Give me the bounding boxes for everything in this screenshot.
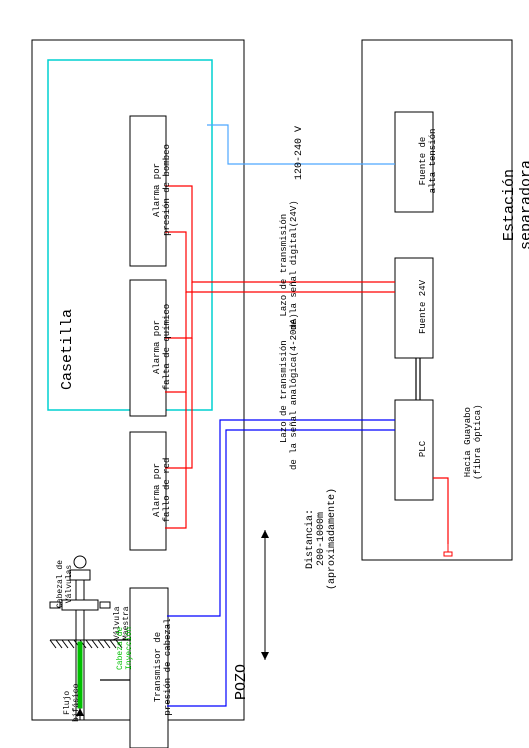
label-cabeza_iny: Cabeza de Inyección: [117, 627, 135, 670]
label-flujo: Flujo bifásico: [64, 684, 82, 722]
label-lazo_ana: Lazo de transmisión de la señal analógic…: [280, 313, 300, 470]
estacion-label: Estación separadora (SATÉLITE): [502, 160, 529, 250]
label-l120v: 120-240 V: [294, 126, 305, 180]
alarm3-label: Alarma por fallo de red: [153, 436, 173, 544]
casetilla-label: Casetilla: [60, 309, 77, 390]
plc-label: PLC: [419, 404, 429, 494]
fuente_alta-label: Fuente de alta tensión: [419, 116, 439, 206]
pozo-label: POZO: [234, 664, 251, 700]
label-fibra: Hacia Guayabo (fibra óptica): [464, 404, 484, 480]
transmisor-label: Transmisor de presión de cabezal: [154, 592, 174, 742]
label-distancia: Distancia: 200-1000m (aproximadamente): [305, 488, 338, 590]
fuente24-label: Fuente 24V: [419, 262, 429, 352]
wire-trans_blue_b: [167, 430, 395, 706]
label-cabezal_valv: Cabezal de Válvulas: [57, 560, 75, 608]
alarm2-label: Alarma por falta de químico: [153, 284, 173, 410]
label-lazo_dig: Lazo de transmisión de la señal digital(…: [280, 200, 300, 330]
alarm1-label: Alarma por presión de bombeo: [153, 120, 173, 260]
wire-plc_red: [433, 478, 448, 544]
